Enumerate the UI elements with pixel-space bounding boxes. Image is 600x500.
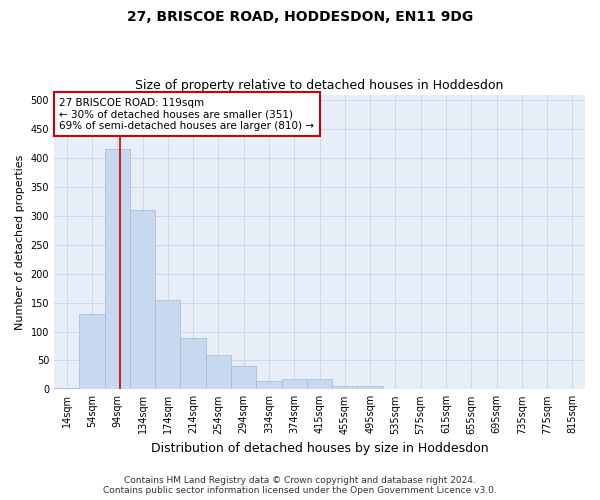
Text: 27 BRISCOE ROAD: 119sqm
← 30% of detached houses are smaller (351)
69% of semi-d: 27 BRISCOE ROAD: 119sqm ← 30% of detache… xyxy=(59,98,314,130)
X-axis label: Distribution of detached houses by size in Hoddesdon: Distribution of detached houses by size … xyxy=(151,442,488,455)
Bar xyxy=(256,380,281,390)
Bar xyxy=(206,354,231,390)
Bar xyxy=(54,388,79,390)
Bar xyxy=(307,379,332,390)
Bar xyxy=(155,300,181,390)
Bar xyxy=(332,386,358,390)
Text: 27, BRISCOE ROAD, HODDESDON, EN11 9DG: 27, BRISCOE ROAD, HODDESDON, EN11 9DG xyxy=(127,10,473,24)
Bar xyxy=(231,366,256,390)
Bar xyxy=(130,210,155,390)
Bar xyxy=(181,338,206,390)
Text: Contains HM Land Registry data © Crown copyright and database right 2024.
Contai: Contains HM Land Registry data © Crown c… xyxy=(103,476,497,495)
Bar xyxy=(79,314,104,390)
Bar xyxy=(281,379,307,390)
Bar xyxy=(560,388,585,390)
Y-axis label: Number of detached properties: Number of detached properties xyxy=(15,154,25,330)
Bar xyxy=(104,150,130,390)
Bar xyxy=(358,386,383,390)
Title: Size of property relative to detached houses in Hoddesdon: Size of property relative to detached ho… xyxy=(136,79,504,92)
